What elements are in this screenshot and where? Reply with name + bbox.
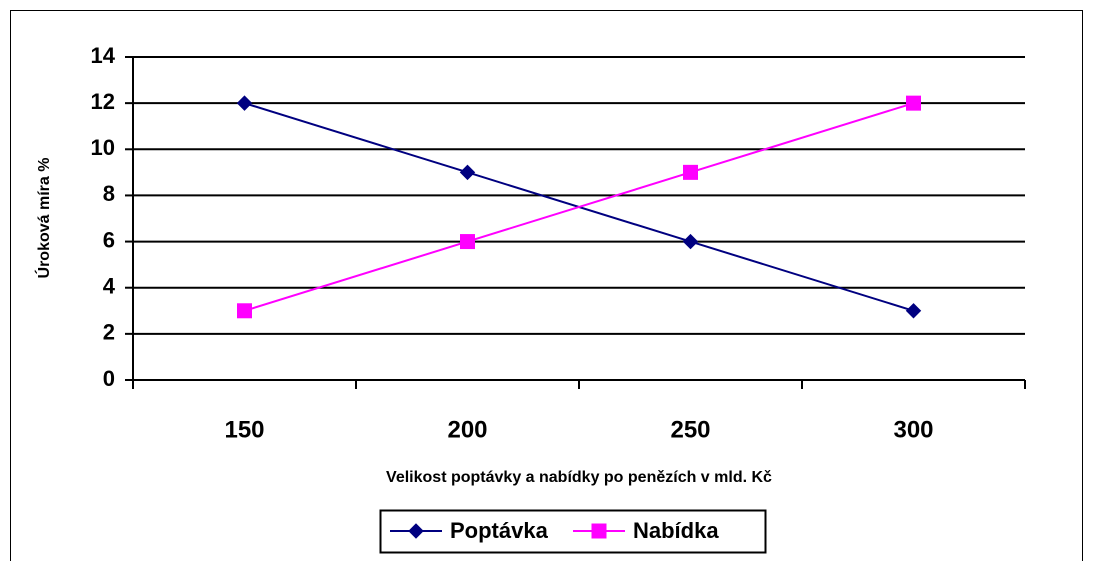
y-tick-label: 14 <box>91 43 116 68</box>
x-tick-label: 200 <box>447 416 487 443</box>
data-point <box>459 164 476 181</box>
data-point <box>906 95 921 111</box>
data-point <box>237 303 252 319</box>
legend-label: Poptávka <box>450 518 549 543</box>
data-point <box>682 233 699 250</box>
data-point <box>236 95 253 111</box>
y-tick-label: 8 <box>103 181 115 206</box>
y-tick-label: 10 <box>91 135 115 160</box>
x-tick-label: 250 <box>670 416 710 443</box>
y-tick-label: 2 <box>103 320 115 345</box>
y-tick-label: 0 <box>103 366 115 391</box>
y-tick-label: 6 <box>103 227 115 252</box>
y-axis-title: Úroková míra % <box>34 158 53 279</box>
x-tick-label: 150 <box>224 416 264 443</box>
y-tick-label: 4 <box>103 274 116 299</box>
y-tick-label: 12 <box>91 89 115 114</box>
data-point <box>460 234 475 250</box>
data-point <box>905 303 922 319</box>
data-point <box>683 164 698 180</box>
series-line <box>244 102 914 312</box>
x-tick-label: 300 <box>893 416 933 443</box>
x-axis-title: Velikost poptávky a nabídky po penězích … <box>386 469 772 486</box>
legend-label: Nabídka <box>633 518 719 543</box>
legend-marker <box>591 523 607 539</box>
legend-marker <box>408 523 424 539</box>
